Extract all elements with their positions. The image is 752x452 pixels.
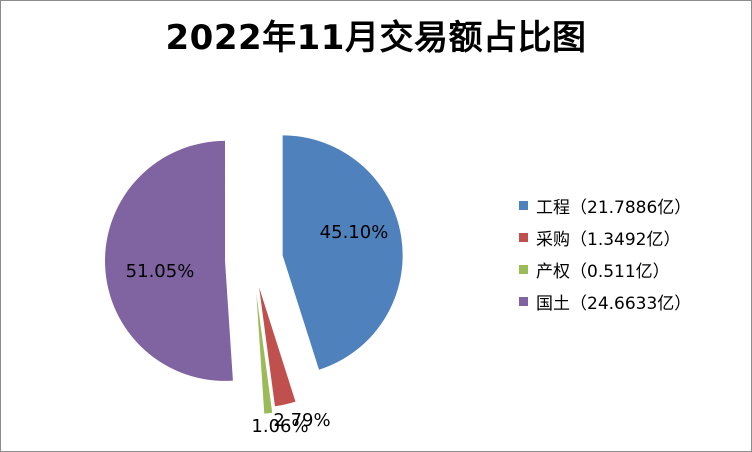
- pie-slice-工程: [282, 135, 403, 370]
- legend-item-采购: 采购（1.3492亿）: [519, 221, 691, 253]
- legend-item-工程: 工程（21.7886亿）: [519, 189, 691, 221]
- legend-label: 采购（1.3492亿）: [536, 229, 681, 250]
- legend-swatch: [519, 232, 528, 242]
- legend-swatch: [519, 264, 528, 274]
- pie-slice-产权: [256, 293, 273, 414]
- legend: 工程（21.7886亿） 采购（1.3492亿） 产权（0.511亿） 国土（24.6…: [519, 189, 691, 317]
- data-label-产权: 1.06%: [251, 416, 308, 437]
- legend-label: 国土（24.6633亿）: [536, 293, 692, 314]
- pie-slice-采购: [259, 287, 296, 407]
- legend-swatch: [519, 200, 528, 210]
- pie-slice-国土: [105, 140, 233, 381]
- legend-label: 产权（0.511亿）: [536, 261, 670, 282]
- data-label-国土: 51.05%: [126, 261, 195, 282]
- data-label-工程: 45.10%: [320, 222, 389, 243]
- chart-title: 2022年11月交易额占比图: [165, 18, 587, 58]
- legend-item-产权: 产权（0.511亿）: [519, 253, 691, 285]
- data-label-采购: 2.79%: [273, 410, 330, 431]
- legend-label: 工程（21.7886亿）: [536, 197, 692, 218]
- legend-swatch: [519, 296, 528, 306]
- legend-item-国土: 国土（24.6633亿）: [519, 285, 691, 317]
